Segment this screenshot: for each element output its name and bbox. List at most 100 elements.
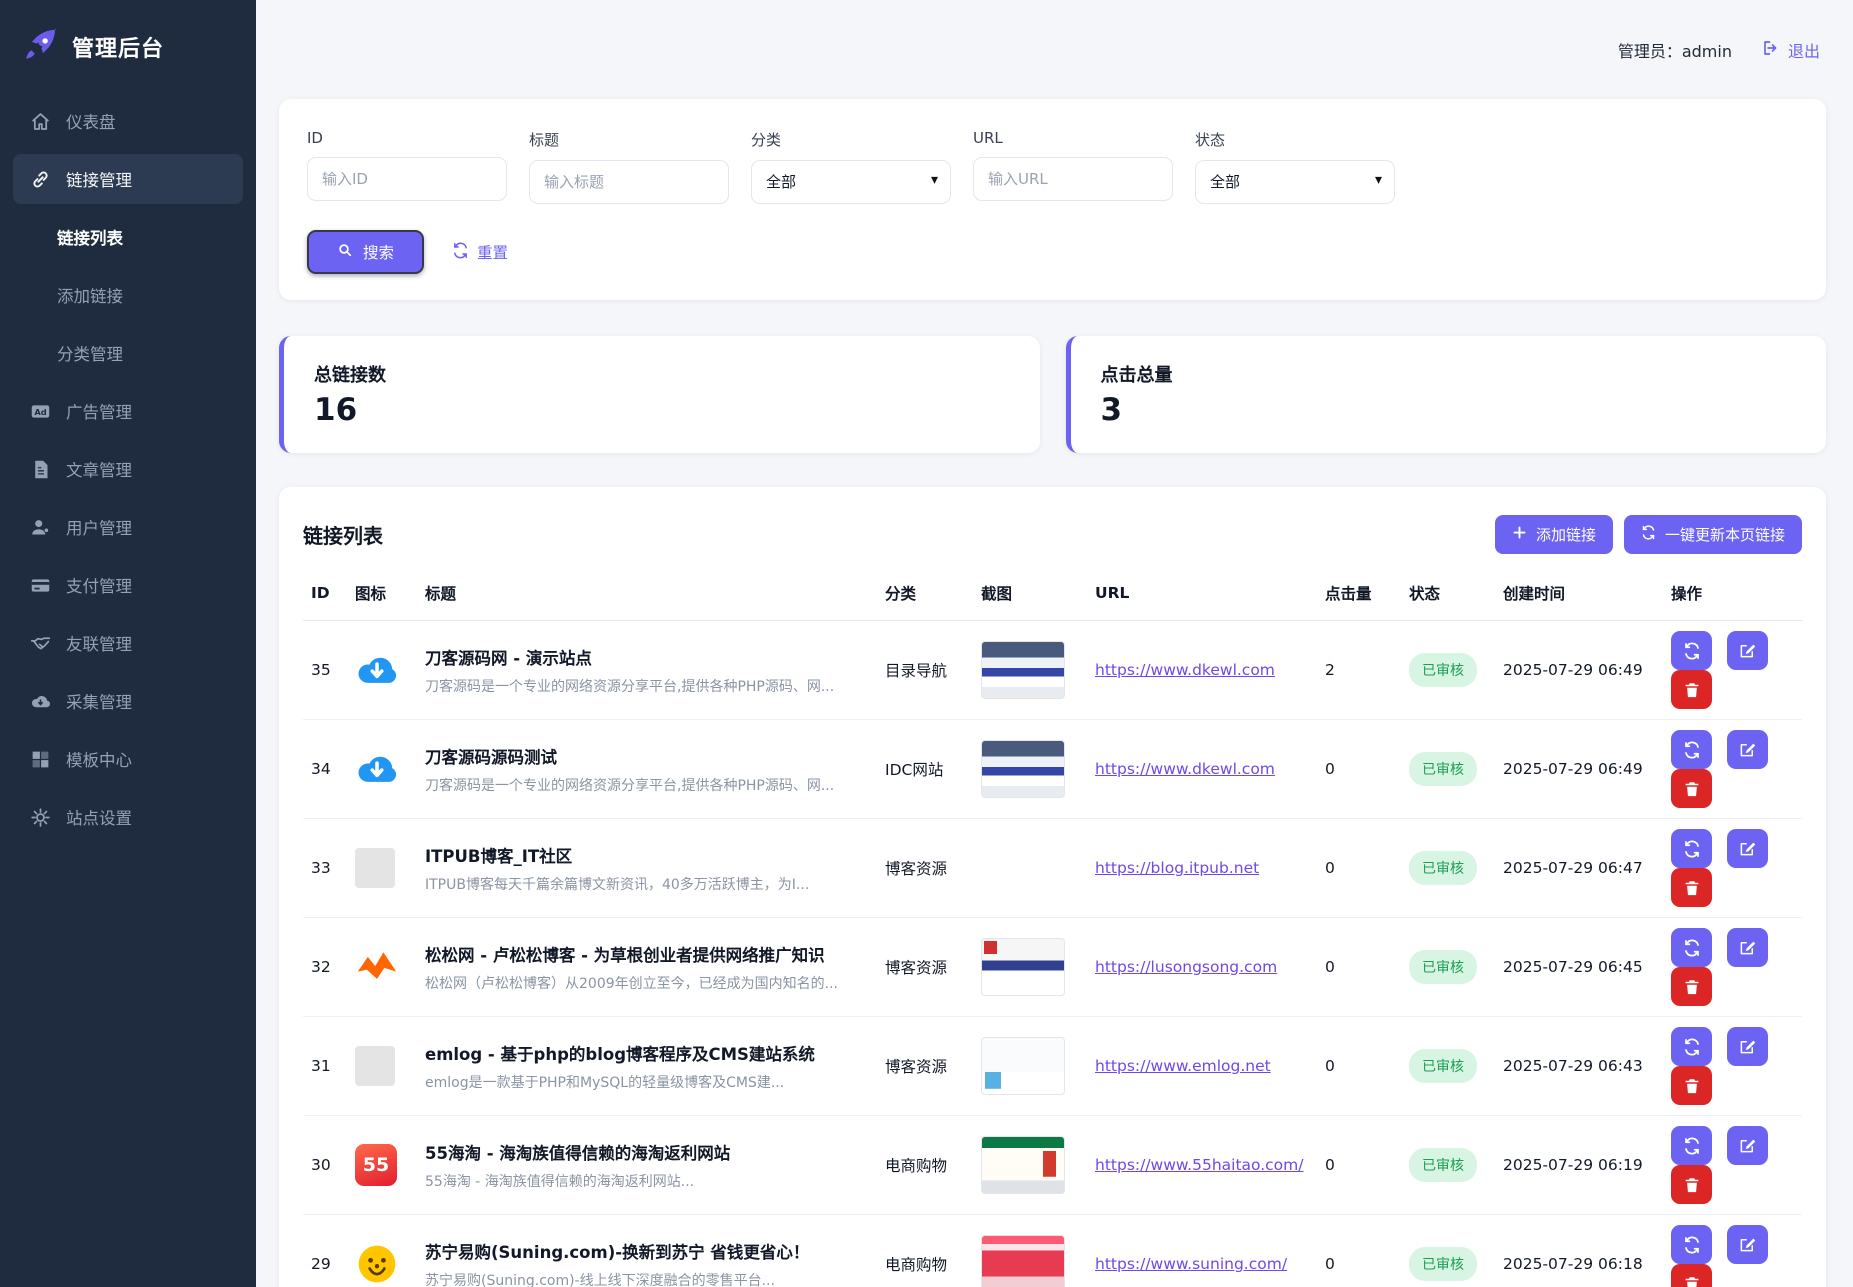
row-desc: 55海淘 - 海淘族值得信赖的海淘返利网站... <box>425 1173 695 1190</box>
delete-link-button[interactable] <box>1671 868 1712 907</box>
edit-link-button[interactable] <box>1726 829 1768 868</box>
row-url-link[interactable]: https://blog.itpub.net <box>1095 859 1260 877</box>
sidebar-item[interactable]: 添加链接 <box>13 270 243 320</box>
sidebar-item[interactable]: 采集管理 <box>13 676 243 726</box>
sidebar-item[interactable]: Ad 广告管理 <box>13 386 243 436</box>
row-url-link[interactable]: https://www.55haitao.com/ <box>1095 1156 1304 1174</box>
svg-text:Ad: Ad <box>34 407 46 417</box>
stat-label: 总链接数 <box>314 365 386 386</box>
row-created: 2025-07-29 06:47 <box>1503 859 1643 877</box>
sidebar-item-label: 用户管理 <box>66 519 132 538</box>
row-url-link[interactable]: https://www.dkewl.com <box>1095 661 1275 679</box>
table-header: 链接列表 添加链接 一键更新本页链接 <box>303 515 1802 554</box>
logout-icon <box>1762 39 1780 61</box>
site-screenshot <box>981 938 1065 996</box>
edit-link-button[interactable] <box>1726 730 1768 769</box>
plus-icon <box>1512 525 1527 544</box>
site-screenshot <box>981 1037 1065 1095</box>
row-id: 30 <box>311 1156 331 1174</box>
cloud-download-icon <box>355 648 399 692</box>
id-input[interactable] <box>307 157 507 201</box>
refresh-link-button[interactable] <box>1671 1225 1712 1264</box>
placeholder-icon <box>355 1046 395 1086</box>
sidebar-item[interactable]: 分类管理 <box>13 328 243 378</box>
edit-link-button[interactable] <box>1726 1126 1768 1165</box>
row-created: 2025-07-29 06:45 <box>1503 958 1643 976</box>
row-id: 29 <box>311 1255 331 1273</box>
sidebar-item-label: 广告管理 <box>66 403 132 422</box>
filter-label: 状态 <box>1195 131 1226 149</box>
refresh-link-button[interactable] <box>1671 730 1712 769</box>
row-url-link[interactable]: https://lusongsong.com <box>1095 958 1278 976</box>
row-id: 34 <box>311 760 331 778</box>
row-desc: 苏宁易购(Suning.com)-线上线下深度融合的零售平台... <box>425 1272 775 1287</box>
sidebar-item-label: 友联管理 <box>66 635 132 654</box>
refresh-link-button[interactable] <box>1671 928 1712 967</box>
row-created: 2025-07-29 06:43 <box>1503 1057 1643 1075</box>
edit-link-button[interactable] <box>1726 928 1768 967</box>
add-link-button-label: 添加链接 <box>1535 526 1596 544</box>
article-icon <box>30 459 51 480</box>
refresh-link-button[interactable] <box>1671 829 1712 868</box>
links-table-body: 35 刀客源码网 - 演示站点 刀客源码是一个专业的网络资源分享平台,提供各种P… <box>303 620 1802 1287</box>
delete-link-button[interactable] <box>1671 967 1712 1006</box>
sidebar-nav: 仪表盘链接管理链接列表添加链接分类管理 Ad 广告管理文章管理用户管理支付管理友联管… <box>0 96 256 842</box>
row-url-link[interactable]: https://www.suning.com/ <box>1095 1255 1288 1273</box>
links-table-card: 链接列表 添加链接 一键更新本页链接 <box>279 487 1826 1287</box>
reset-button[interactable]: 重置 <box>452 241 508 263</box>
sidebar-item-label: 站点设置 <box>66 809 132 828</box>
delete-link-button[interactable] <box>1671 1165 1712 1204</box>
sidebar-item[interactable]: 用户管理 <box>13 502 243 552</box>
url-input[interactable] <box>973 157 1173 201</box>
table-row: 33 ITPUB博客_IT社区 ITPUB博客每天千篇余篇博文新资讯，40多万活… <box>303 818 1802 918</box>
home-icon <box>30 111 51 132</box>
row-created: 2025-07-29 06:49 <box>1503 760 1643 778</box>
sidebar-item[interactable]: 仪表盘 <box>13 96 243 146</box>
sidebar-item[interactable]: 链接管理 <box>13 154 243 204</box>
row-desc: 刀客源码是一个专业的网络资源分享平台,提供各种PHP源码、网... <box>425 678 835 695</box>
logout-button[interactable]: 退出 <box>1762 38 1820 62</box>
sidebar-item[interactable]: 支付管理 <box>13 560 243 610</box>
sidebar-item-label: 文章管理 <box>66 461 132 480</box>
title-input[interactable] <box>529 160 729 204</box>
delete-link-button[interactable] <box>1671 670 1712 709</box>
col-created: 创建时间 <box>1495 570 1663 621</box>
status-badge: 已审核 <box>1409 653 1477 687</box>
delete-link-button[interactable] <box>1671 769 1712 808</box>
edit-link-button[interactable] <box>1726 1027 1768 1066</box>
row-created: 2025-07-29 06:49 <box>1503 661 1643 679</box>
row-created: 2025-07-29 06:18 <box>1503 1255 1643 1273</box>
sidebar-item[interactable]: 友联管理 <box>13 618 243 668</box>
edit-link-button[interactable] <box>1726 1225 1768 1264</box>
row-category: IDC网站 <box>885 761 944 779</box>
refresh-link-button[interactable] <box>1671 1027 1712 1066</box>
edit-link-button[interactable] <box>1726 631 1768 670</box>
row-url-link[interactable]: https://www.dkewl.com <box>1095 760 1275 778</box>
sidebar-item[interactable]: 链接列表 <box>13 212 243 262</box>
sidebar-item[interactable]: 文章管理 <box>13 444 243 494</box>
delete-link-button[interactable] <box>1671 1264 1712 1287</box>
status-select[interactable]: 全部 <box>1195 160 1395 204</box>
add-link-button[interactable]: 添加链接 <box>1494 515 1613 554</box>
stat-label: 点击总量 <box>1100 365 1173 386</box>
stats-card-total-links: 总链接数 16 <box>279 336 1040 453</box>
search-button-label: 搜索 <box>363 244 395 262</box>
row-url-link[interactable]: https://www.emlog.net <box>1095 1057 1271 1075</box>
refresh-link-button[interactable] <box>1671 631 1712 670</box>
lion-icon <box>355 1242 399 1286</box>
delete-link-button[interactable] <box>1671 1066 1712 1105</box>
sidebar-item[interactable]: 模板中心 <box>13 734 243 784</box>
users-icon <box>30 517 51 538</box>
sidebar-item[interactable]: 站点设置 <box>13 792 243 842</box>
col-id: ID <box>303 570 347 621</box>
refresh-link-button[interactable] <box>1671 1126 1712 1165</box>
filter-label: 标题 <box>529 131 560 149</box>
col-url: URL <box>1087 570 1317 621</box>
ad-icon: Ad <box>30 401 51 422</box>
cloud-download-icon <box>355 747 399 791</box>
row-clicks: 0 <box>1325 1255 1335 1273</box>
update-page-links-button[interactable]: 一键更新本页链接 <box>1623 515 1802 554</box>
category-select[interactable]: 全部 <box>751 160 951 204</box>
search-button[interactable]: 搜索 <box>307 230 425 274</box>
refresh-icon <box>452 242 469 263</box>
